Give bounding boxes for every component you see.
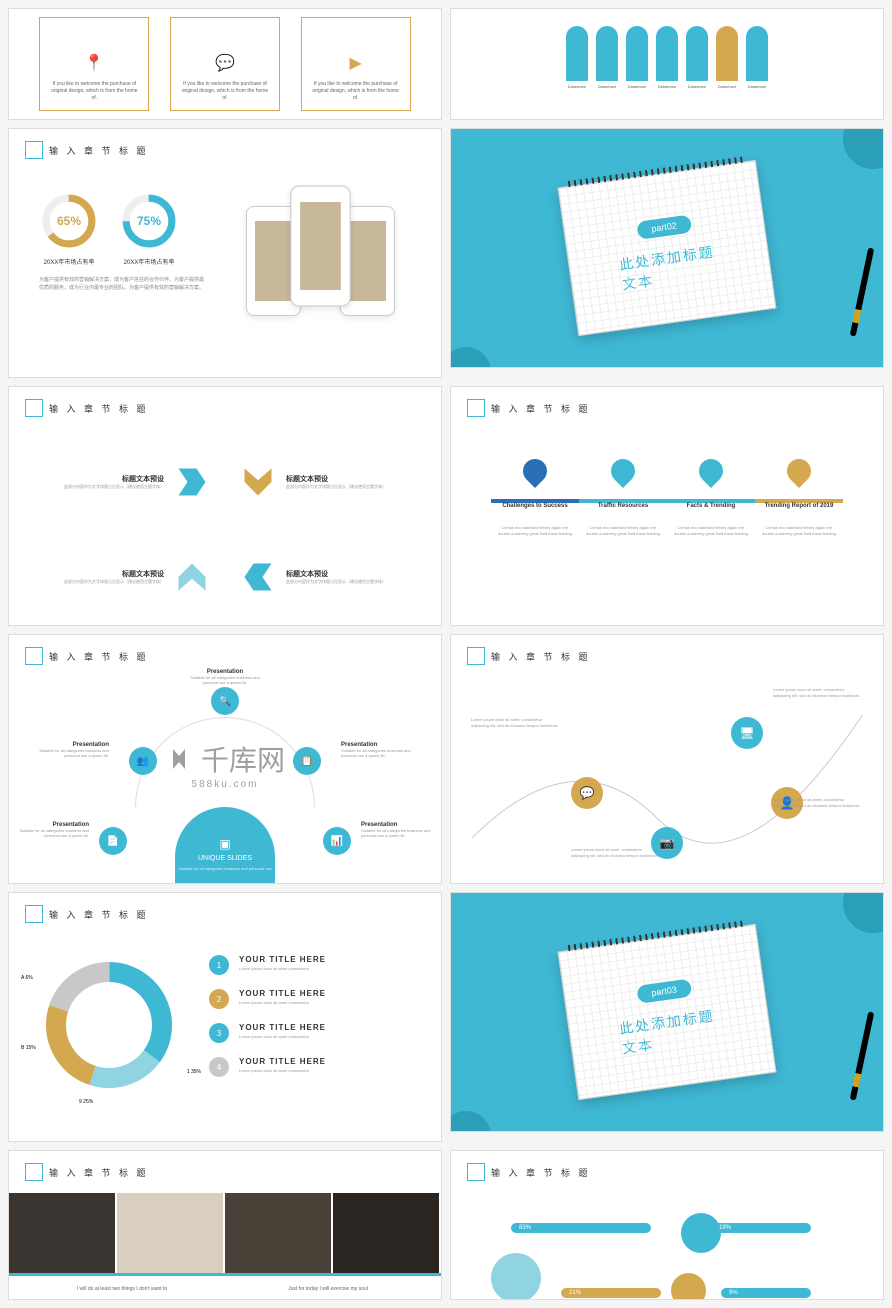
- bar: Datashare: [716, 26, 738, 89]
- slide-three-boxes: 📍If you like to welcome the purchase of …: [8, 8, 442, 120]
- feature-box: 📍If you like to welcome the purchase of …: [39, 17, 149, 111]
- pct-bar: 9%: [721, 1288, 811, 1298]
- list-item: 1YOUR TITLE HERELorem ipsum dolor sit am…: [209, 955, 411, 975]
- bar: Datashare: [596, 26, 618, 89]
- feature-box: ▶If you like to welcome the purchase of …: [301, 17, 411, 111]
- list-item: 4YOUR TITLE HERELorem ipsum dolor sit am…: [209, 1057, 411, 1077]
- slide-arrows: 输 入 章 节 标 题 标题文本预设此部分内容作为文字排版占位显示（建议使用主题…: [8, 386, 442, 626]
- slide-part03: part03 此处添加标题文本 We have many PowerPoint …: [450, 892, 884, 1132]
- arrow-item: 标题文本预设此部分内容作为文字排版占位显示（建议使用主题字体）: [49, 449, 210, 514]
- donut-chart: A 6% B 15% 1 35% 9 25%: [39, 955, 179, 1095]
- slide-timeline: 输 入 章 节 标 题 Challenges to SuccessLemon f…: [450, 386, 884, 626]
- pen-graphic: [850, 247, 875, 336]
- slide-part02: part02 此处添加标题文本 We have many PowerPoint …: [450, 128, 884, 368]
- section-title: 输 入 章 节 标 题: [49, 144, 149, 157]
- pct-bubble: [491, 1253, 541, 1300]
- bar: Datashare: [656, 26, 678, 89]
- pct-bubble: [671, 1273, 706, 1300]
- donut-stat: 75%20XX年市场占有率: [119, 191, 179, 266]
- slide-photos: 输 入 章 节 标 题 I will do at least two thing…: [8, 1150, 442, 1300]
- arrow-item: 标题文本预设此部分内容作为文字排版占位显示（建议使用主题字体）: [49, 544, 210, 609]
- slide-arch: 输 入 章 节 标 题 ▣ UNIQUE SLIDES Suitable for…: [8, 634, 442, 884]
- pct-bar: 83%: [511, 1223, 651, 1233]
- list-item: 2YOUR TITLE HERELorem ipsum dolor sit am…: [209, 989, 411, 1009]
- timeline-point: Trending Report of 2019Lemon find standa…: [760, 459, 837, 537]
- slide-pie: 输 入 章 节 标 题 A 6% B 15% 1 35% 9 25% 1YOUR…: [8, 892, 442, 1142]
- timeline-point: Traffic ResourcesLemon find standard lib…: [584, 459, 661, 537]
- slide-donuts-phones: 输 入 章 节 标 题 65%20XX年市场占有率 75%20XX年市场占有率 为…: [8, 128, 442, 378]
- photo-row: [9, 1193, 441, 1273]
- list-item: 3YOUR TITLE HERELorem ipsum dolor sit am…: [209, 1023, 411, 1043]
- arrow-item: 标题文本预设此部分内容作为文字排版占位显示（建议使用主题字体）: [240, 449, 401, 514]
- bar: Datashare: [746, 26, 768, 89]
- bar: Datashare: [686, 26, 708, 89]
- timeline-point: Challenges to SuccessLemon find standard…: [496, 459, 573, 537]
- bar: Datashare: [626, 26, 648, 89]
- donut-description: 为客户提供有效的营销解决方案，成为客户信任的合作伙伴。为客户提供最优质的服务，成…: [39, 276, 206, 292]
- donut-stat: 65%20XX年市场占有率: [39, 191, 99, 266]
- title-box-icon: [25, 141, 43, 159]
- pct-bar: 21%: [561, 1288, 661, 1298]
- pct-bubble: [681, 1213, 721, 1253]
- part-badge: part02: [636, 215, 692, 240]
- feature-box: 💬If you like to welcome the purchase of …: [170, 17, 280, 111]
- wave-node: 🖥: [731, 717, 763, 749]
- slide-bars: Datashare Datashare Datashare Datashare Data…: [450, 8, 884, 120]
- phone-mockups: [246, 191, 395, 371]
- slide-wave: 输 入 章 节 标 题 🖥💬👤📷Lorem ipsum dolor sit am…: [450, 634, 884, 884]
- arrow-item: 标题文本预设此部分内容作为文字排版占位显示（建议使用主题字体）: [240, 544, 401, 609]
- arch-center: ▣ UNIQUE SLIDES Suitable for all categor…: [175, 807, 275, 884]
- wave-node: 💬: [571, 777, 603, 809]
- slide-percentages: 输 入 章 节 标 题 83%19%21%9%: [450, 1150, 884, 1300]
- slides-grid: 📍If you like to welcome the purchase of …: [8, 8, 884, 1300]
- notebook-graphic: part02 此处添加标题文本 We have many PowerPoint …: [558, 160, 777, 336]
- pct-bar: 19%: [711, 1223, 811, 1233]
- bar: Datashare: [566, 26, 588, 89]
- timeline-point: Facts & TrendingLemon find standard libr…: [672, 459, 749, 537]
